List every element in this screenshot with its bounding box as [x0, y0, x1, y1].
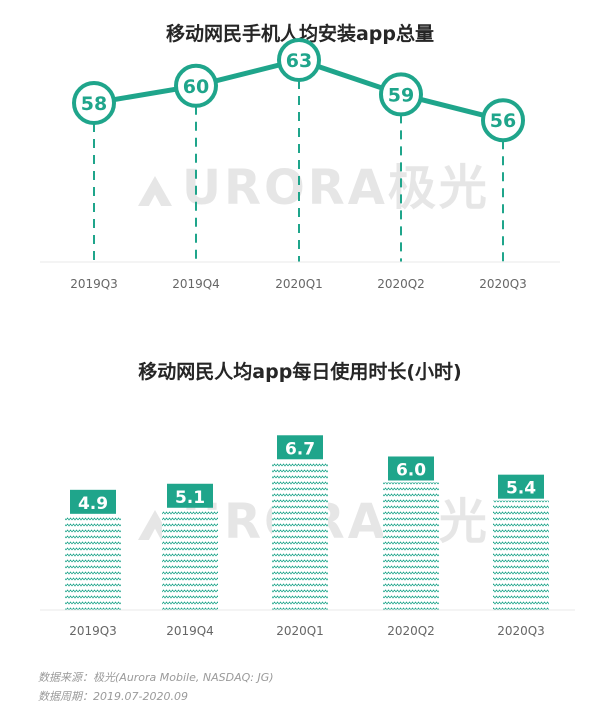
x-tick-label: 2019Q3 — [69, 624, 117, 638]
data-label: 5.1 — [175, 488, 205, 508]
data-label: 6.0 — [396, 460, 426, 480]
data-label-box — [388, 456, 434, 481]
footer-source: 数据来源：极光(Aurora Mobile, NASDAQ: JG) — [38, 671, 274, 684]
x-tick-label: 2020Q1 — [276, 624, 324, 638]
x-tick-label: 2020Q3 — [479, 277, 527, 291]
data-label: 5.4 — [506, 479, 536, 499]
bar — [65, 515, 121, 610]
data-label: 63 — [286, 50, 312, 72]
watermark: URORA极光 — [138, 148, 490, 218]
data-point — [174, 63, 218, 108]
data-label: 58 — [81, 93, 107, 115]
bar — [383, 482, 439, 610]
data-label: 6.7 — [285, 439, 315, 459]
x-tick-label: 2019Q3 — [70, 277, 118, 291]
data-point — [72, 81, 116, 125]
data-label: 4.9 — [78, 494, 108, 514]
data-label-box — [167, 483, 213, 508]
chart-title-usage-time: 移动网民人均app每日使用时长(小时) — [138, 361, 462, 383]
data-point — [481, 98, 525, 143]
x-tick-label: 2019Q4 — [172, 277, 220, 291]
x-tick-label: 2019Q4 — [166, 624, 214, 638]
data-label: 56 — [490, 110, 516, 132]
x-tick-label: 2020Q2 — [387, 624, 435, 638]
data-point — [277, 38, 321, 82]
x-tick-label: 2020Q3 — [497, 624, 545, 638]
watermark-cn: 极光 — [387, 160, 490, 216]
x-tick-label: 2020Q1 — [275, 277, 323, 291]
data-label-box — [70, 489, 116, 514]
data-label-box — [277, 435, 323, 460]
footer-period: 数据周期：2019.07-2020.09 — [38, 690, 188, 703]
data-label: 60 — [183, 76, 209, 98]
data-label-box — [498, 474, 544, 499]
data-label: 59 — [388, 84, 414, 106]
line-chart: 58 60 63 59 56 2019Q3 2019Q4 2020Q1 2020Q2 2020Q3 — [40, 38, 560, 291]
bar — [493, 500, 549, 610]
data-point — [379, 72, 423, 117]
x-tick-label: 2020Q2 — [377, 277, 425, 291]
watermark-brand: URORA — [182, 160, 388, 216]
bar — [272, 461, 328, 610]
bar — [162, 509, 218, 610]
chart-title-installs: 移动网民手机人均安装app总量 — [165, 23, 435, 45]
